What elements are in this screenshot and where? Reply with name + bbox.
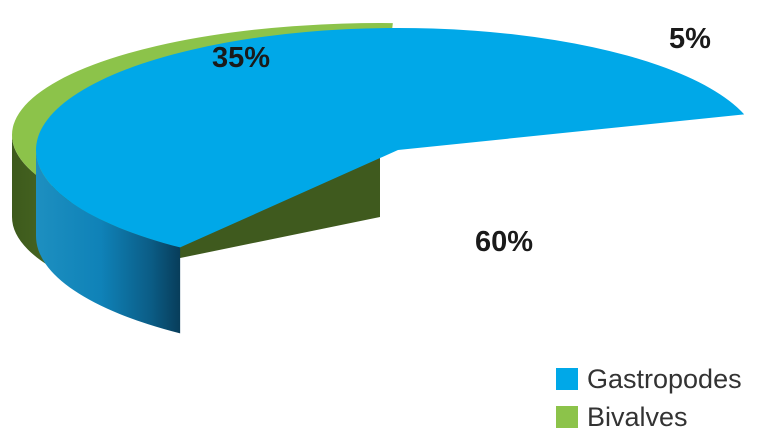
pie-slice-gastropodes <box>35 28 745 334</box>
legend-label-gastropodes: Gastropodes <box>587 363 742 394</box>
slice-label-5-percent: 5% <box>669 23 711 55</box>
pie-top-gastropodes <box>35 28 745 248</box>
slice-label-bivalves: 35% <box>212 42 270 74</box>
slice-label-gastropodes: 60% <box>475 226 533 258</box>
legend-item-gastropodes: Gastropodes <box>556 360 742 398</box>
pie-side-gastropodes <box>36 150 181 334</box>
legend-label-bivalves: Bivalves <box>587 401 688 432</box>
legend-swatch-gastropodes <box>556 368 578 390</box>
legend-swatch-bivalves <box>556 406 578 428</box>
legend-item-bivalves: Bivalves <box>556 398 742 436</box>
chart-legend: Gastropodes Bivalves <box>556 360 742 436</box>
